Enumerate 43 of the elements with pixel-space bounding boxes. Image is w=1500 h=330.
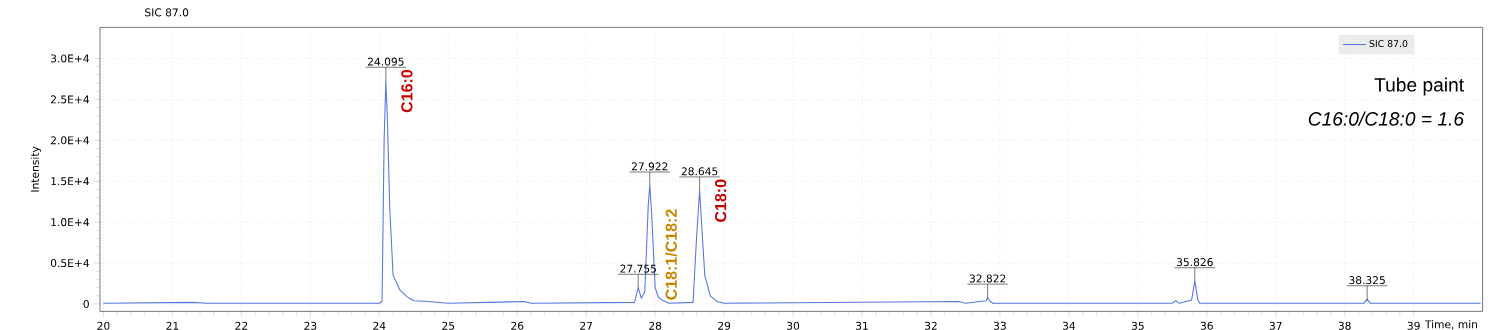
x-tick-label: 21 [166,321,179,330]
x-tick-label: 31 [856,321,868,330]
annotation: 35.826 [1176,258,1213,267]
x-tick-label: 36 [1200,321,1213,330]
annotation: 32.822 [969,274,1006,283]
y-tick-label: 0 [83,299,89,309]
x-tick-label: 34 [1062,321,1076,330]
annotation: 28.645 [681,167,718,176]
y-tick-label: 3.0E+4 [51,54,90,63]
annotation: C16:0/C18:0 = 1.6 [1308,111,1465,126]
y-tick-label: 0.5E+4 [50,259,90,268]
x-tick-label: 24 [373,321,386,330]
annotation: C18:0 [714,179,727,222]
y-tick-label: 2.5E+4 [50,95,90,104]
annotation: 24.095 [367,57,404,66]
x-tick-label: 20 [97,321,110,330]
annotation: 38.325 [1349,276,1385,285]
x-tick-label: 26 [511,321,524,330]
annotation: C18:1/C18:2 [665,209,678,300]
x-tick-label: 37 [1269,321,1282,330]
annotation: 27.755 [620,264,656,273]
legend-label: SIC 87.0 [1369,40,1408,48]
x-tick-label: 29 [718,321,731,330]
annotation: 27.922 [631,162,668,171]
y-tick-label: 1.5E+4 [51,177,90,186]
x-tick-label: 30 [787,321,800,330]
x-tick-label: 39 [1407,321,1420,330]
x-tick-label: 35 [1131,321,1144,330]
annotation: Tube paint [1374,77,1464,96]
y-axis-title: Intensity [30,146,42,192]
y-tick-label: 1.0E+4 [51,218,90,227]
annotation: C16:0 [401,69,413,113]
chart-title: SIC 87.0 [145,8,189,17]
x-tick-label: 38 [1338,321,1351,330]
x-tick-label: 33 [993,321,1006,330]
x-tick-label: 25 [442,321,455,330]
x-tick-label: 23 [304,321,317,330]
x-tick-label: 28 [649,321,662,330]
x-tick-label: 32 [925,321,937,330]
x-tick-label: 22 [235,321,248,330]
y-tick-label: 2.0E+4 [50,136,90,145]
x-axis-title: Time, min [1424,320,1478,330]
x-tick-label: 27 [580,321,593,330]
